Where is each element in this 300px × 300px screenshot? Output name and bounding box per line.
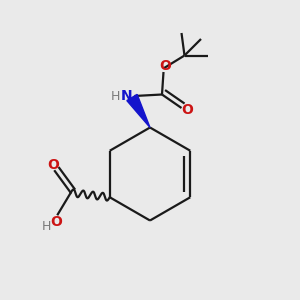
Text: O: O <box>47 158 59 172</box>
Polygon shape <box>127 94 150 128</box>
Text: O: O <box>50 215 62 229</box>
Text: O: O <box>181 103 193 116</box>
Text: H: H <box>111 89 120 103</box>
Text: N: N <box>121 89 132 103</box>
Text: H: H <box>42 220 51 233</box>
Text: O: O <box>159 59 171 73</box>
